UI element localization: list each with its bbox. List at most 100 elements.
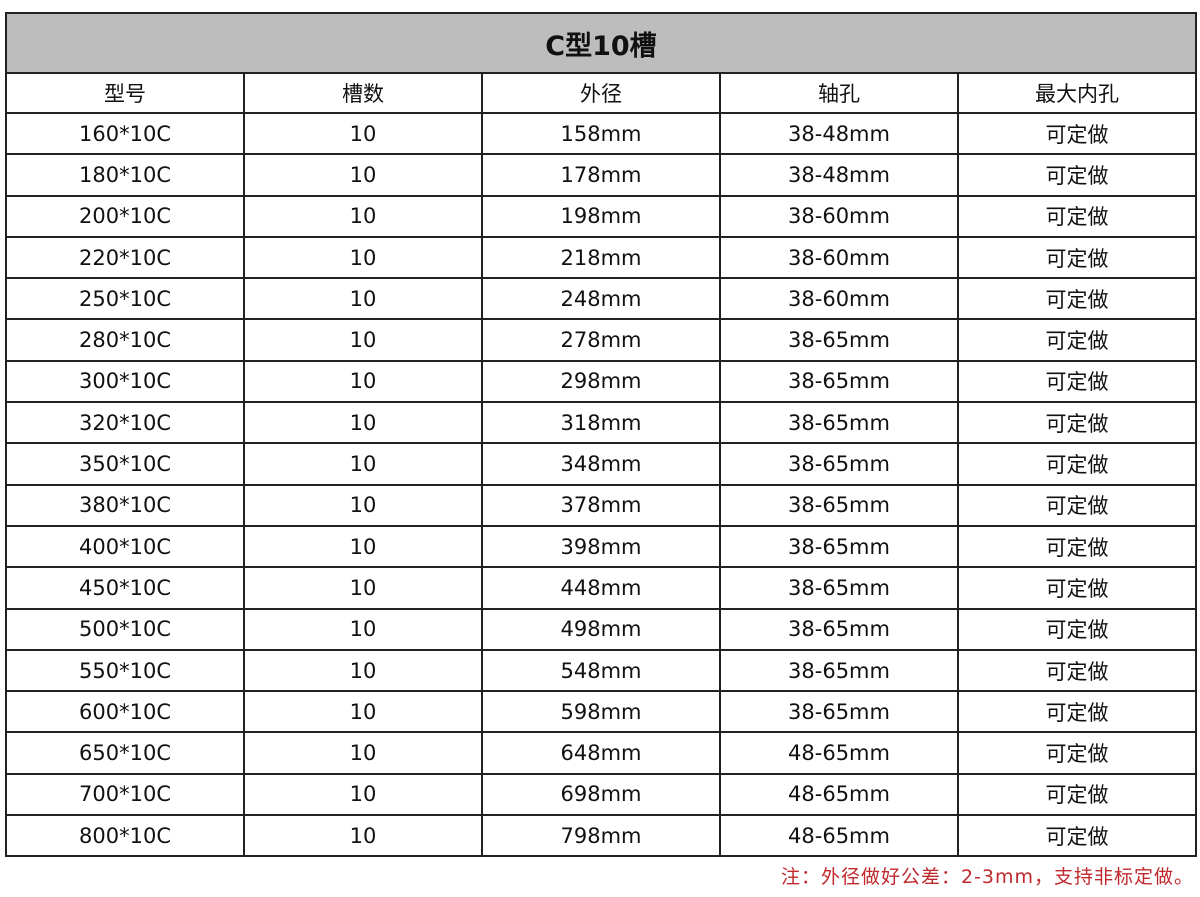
cell-outer-diameter: 498mm xyxy=(481,607,721,651)
cell-model: 500*10C xyxy=(5,607,245,651)
cell-max-bore: 可定做 xyxy=(957,524,1197,569)
header-max-bore: 最大内孔 xyxy=(957,72,1197,114)
table-row: 200*10C 10 198mm 38-60mm 可定做 xyxy=(5,194,1197,238)
table-row: 550*10C 10 548mm 38-65mm 可定做 xyxy=(5,648,1197,693)
cell-model: 250*10C xyxy=(5,277,245,321)
table-row: 300*10C 10 298mm 38-65mm 可定做 xyxy=(5,359,1197,404)
table-row: 500*10C 10 498mm 38-65mm 可定做 xyxy=(5,607,1197,651)
cell-slots: 10 xyxy=(243,359,483,404)
cell-shaft-bore: 38-65mm xyxy=(719,442,959,486)
table-row: 400*10C 10 398mm 38-65mm 可定做 xyxy=(5,524,1197,569)
cell-max-bore: 可定做 xyxy=(957,194,1197,238)
table-row: 220*10C 10 218mm 38-60mm 可定做 xyxy=(5,235,1197,280)
cell-model: 650*10C xyxy=(5,731,245,775)
cell-shaft-bore: 38-65mm xyxy=(719,483,959,527)
tolerance-note: 注：外径做好公差：2-3mm，支持非标定做。 xyxy=(780,866,1194,888)
cell-model: 600*10C xyxy=(5,690,245,734)
cell-slots: 10 xyxy=(243,318,483,362)
cell-shaft-bore: 38-65mm xyxy=(719,524,959,569)
table-row: 180*10C 10 178mm 38-48mm 可定做 xyxy=(5,153,1197,197)
cell-max-bore: 可定做 xyxy=(957,359,1197,404)
cell-model: 280*10C xyxy=(5,318,245,362)
cell-outer-diameter: 198mm xyxy=(481,194,721,238)
cell-shaft-bore: 38-60mm xyxy=(719,194,959,238)
cell-model: 180*10C xyxy=(5,153,245,197)
table-row: 800*10C 10 798mm 48-65mm 可定做 xyxy=(5,814,1197,858)
cell-slots: 10 xyxy=(243,483,483,527)
cell-outer-diameter: 378mm xyxy=(481,483,721,527)
cell-shaft-bore: 38-65mm xyxy=(719,318,959,362)
cell-max-bore: 可定做 xyxy=(957,607,1197,651)
cell-max-bore: 可定做 xyxy=(957,401,1197,445)
cell-max-bore: 可定做 xyxy=(957,690,1197,734)
cell-model: 320*10C xyxy=(5,401,245,445)
header-slots: 槽数 xyxy=(243,72,483,114)
cell-model: 300*10C xyxy=(5,359,245,404)
table-row: 320*10C 10 318mm 38-65mm 可定做 xyxy=(5,401,1197,445)
cell-shaft-bore: 38-60mm xyxy=(719,235,959,280)
table-row: 350*10C 10 348mm 38-65mm 可定做 xyxy=(5,442,1197,486)
table-row: 280*10C 10 278mm 38-65mm 可定做 xyxy=(5,318,1197,362)
cell-slots: 10 xyxy=(243,277,483,321)
cell-shaft-bore: 48-65mm xyxy=(719,814,959,858)
cell-max-bore: 可定做 xyxy=(957,235,1197,280)
cell-max-bore: 可定做 xyxy=(957,483,1197,527)
cell-shaft-bore: 38-48mm xyxy=(719,111,959,156)
table-row: 600*10C 10 598mm 38-65mm 可定做 xyxy=(5,690,1197,734)
cell-model: 200*10C xyxy=(5,194,245,238)
cell-outer-diameter: 548mm xyxy=(481,648,721,693)
header-outer-diameter: 外径 xyxy=(481,72,721,114)
cell-slots: 10 xyxy=(243,442,483,486)
spec-table: C型10槽 型号 槽数 外径 轴孔 最大内孔 160*10C 10 158mm 38-… xyxy=(5,12,1197,858)
table-title: C型10槽 xyxy=(5,12,1197,74)
cell-max-bore: 可定做 xyxy=(957,772,1197,817)
table-row: 160*10C 10 158mm 38-48mm 可定做 xyxy=(5,111,1197,156)
cell-outer-diameter: 158mm xyxy=(481,111,721,156)
cell-model: 380*10C xyxy=(5,483,245,527)
table-row: 380*10C 10 378mm 38-65mm 可定做 xyxy=(5,483,1197,527)
cell-shaft-bore: 38-60mm xyxy=(719,277,959,321)
table-row: 250*10C 10 248mm 38-60mm 可定做 xyxy=(5,277,1197,321)
cell-model: 350*10C xyxy=(5,442,245,486)
cell-max-bore: 可定做 xyxy=(957,277,1197,321)
cell-model: 160*10C xyxy=(5,111,245,156)
cell-slots: 10 xyxy=(243,772,483,817)
cell-max-bore: 可定做 xyxy=(957,731,1197,775)
cell-slots: 10 xyxy=(243,235,483,280)
table-row: 450*10C 10 448mm 38-65mm 可定做 xyxy=(5,566,1197,610)
table-row: 700*10C 10 698mm 48-65mm 可定做 xyxy=(5,772,1197,817)
cell-slots: 10 xyxy=(243,607,483,651)
cell-shaft-bore: 38-65mm xyxy=(719,401,959,445)
cell-slots: 10 xyxy=(243,401,483,445)
cell-max-bore: 可定做 xyxy=(957,111,1197,156)
cell-shaft-bore: 48-65mm xyxy=(719,731,959,775)
cell-shaft-bore: 38-65mm xyxy=(719,648,959,693)
cell-model: 400*10C xyxy=(5,524,245,569)
cell-shaft-bore: 38-65mm xyxy=(719,566,959,610)
cell-outer-diameter: 448mm xyxy=(481,566,721,610)
header-shaft-bore: 轴孔 xyxy=(719,72,959,114)
cell-max-bore: 可定做 xyxy=(957,648,1197,693)
cell-outer-diameter: 598mm xyxy=(481,690,721,734)
cell-outer-diameter: 218mm xyxy=(481,235,721,280)
cell-shaft-bore: 38-65mm xyxy=(719,359,959,404)
cell-outer-diameter: 178mm xyxy=(481,153,721,197)
cell-slots: 10 xyxy=(243,690,483,734)
cell-slots: 10 xyxy=(243,731,483,775)
cell-outer-diameter: 698mm xyxy=(481,772,721,817)
cell-outer-diameter: 398mm xyxy=(481,524,721,569)
title-row: C型10槽 xyxy=(5,12,1197,74)
cell-outer-diameter: 348mm xyxy=(481,442,721,486)
cell-outer-diameter: 648mm xyxy=(481,731,721,775)
header-model: 型号 xyxy=(5,72,245,114)
cell-max-bore: 可定做 xyxy=(957,318,1197,362)
table-row: 650*10C 10 648mm 48-65mm 可定做 xyxy=(5,731,1197,775)
cell-model: 220*10C xyxy=(5,235,245,280)
header-row: 型号 槽数 外径 轴孔 最大内孔 xyxy=(5,72,1197,114)
cell-slots: 10 xyxy=(243,814,483,858)
cell-outer-diameter: 318mm xyxy=(481,401,721,445)
cell-outer-diameter: 278mm xyxy=(481,318,721,362)
cell-shaft-bore: 48-65mm xyxy=(719,772,959,817)
cell-slots: 10 xyxy=(243,566,483,610)
cell-outer-diameter: 248mm xyxy=(481,277,721,321)
